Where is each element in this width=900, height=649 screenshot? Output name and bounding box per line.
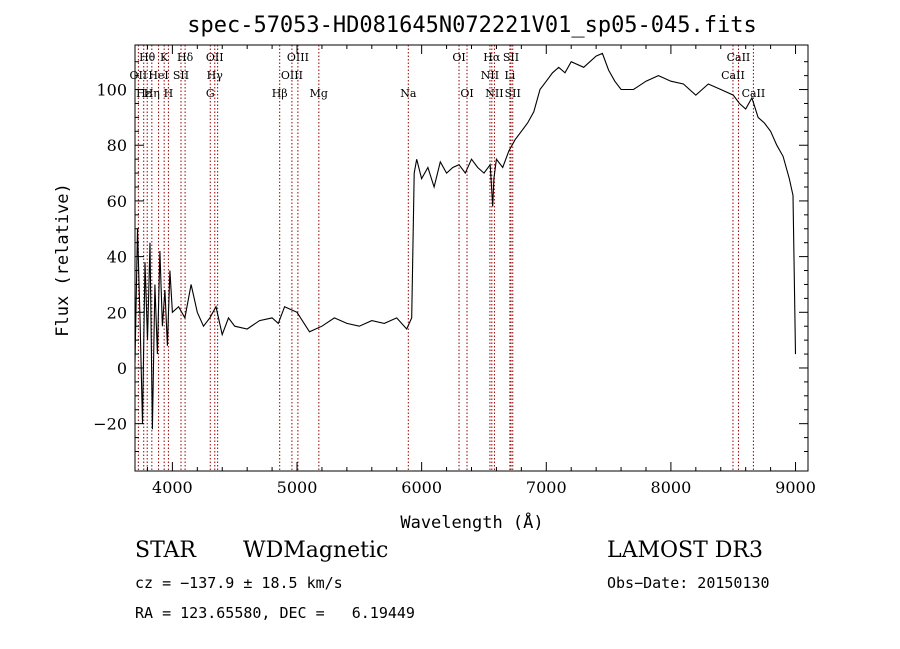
x-tick-label: 9000 [775, 478, 816, 497]
x-tick-label: 6000 [401, 478, 442, 497]
y-tick-label: 0 [117, 359, 127, 378]
x-tick-label: 7000 [526, 478, 567, 497]
survey-label: LAMOST DR3 [607, 538, 763, 563]
plot-frame [134, 44, 809, 472]
obs-date-text: Obs−Date: 20150130 [607, 574, 770, 592]
line-annotation: CaII [727, 51, 751, 64]
line-annotation: NII [481, 69, 499, 82]
line-annotation: OII [130, 69, 148, 82]
line-annotation: H [164, 87, 174, 100]
y-axis-label: Flux (relative) [53, 183, 73, 337]
line-annotation: OII [206, 51, 224, 64]
spectrum-line [134, 52, 797, 430]
line-annotation: OIII [281, 69, 303, 82]
x-tick-label: 5000 [277, 478, 318, 497]
line-annotation: G [206, 87, 215, 100]
line-annotation: Hγ [207, 69, 224, 82]
x-tick-label: 8000 [651, 478, 692, 497]
line-annotation: Hδ [177, 51, 194, 64]
line-annotation: Hη [144, 87, 160, 100]
y-tick-label: 80 [107, 136, 127, 155]
spectrum-chart: 4000 5000 6000 7000 8000 9000−20020406080100 … [53, 13, 816, 533]
redshift-text: cz = −137.9 ± 18.5 km/s [135, 574, 343, 592]
line-annotation: OI [460, 87, 473, 100]
class-label: STAR [135, 538, 196, 563]
y-tick-label: 20 [107, 303, 127, 322]
axis-ticks: 4000 5000 6000 7000 8000 9000 −20 0 20 40 60 80 100 [93, 45, 816, 497]
y-tick-label: 100 [96, 81, 127, 100]
line-annotation: OI [452, 51, 465, 64]
y-tick-label: 60 [107, 192, 127, 211]
y-tick-label: −20 [93, 415, 127, 434]
line-markers [137, 45, 754, 471]
line-annotation: Mg [310, 87, 328, 100]
line-annotation: CaII [742, 87, 766, 100]
line-annotation: Hθ [139, 51, 156, 64]
y-tick-label: 40 [107, 248, 127, 267]
line-annotation: HeI [148, 69, 168, 82]
line-annotation: SII [503, 51, 519, 64]
line-annotation: Li [504, 69, 515, 82]
line-annotation: CaII [721, 69, 745, 82]
line-annotation: Na [400, 87, 417, 100]
line-annotation: Hα [483, 51, 501, 64]
line-annotation: NII [485, 87, 503, 100]
x-tick-label: 4000 [152, 478, 193, 497]
line-annotation: K [160, 51, 169, 64]
line-annotation: OIII [287, 51, 309, 64]
line-annotation: SII [173, 69, 189, 82]
line-annotation: Hε [136, 87, 152, 100]
chart-title: spec-57053-HD081645N072221V01_sp05-045.f… [187, 13, 757, 38]
line-annotation: SII [505, 87, 521, 100]
x-axis-label: Wavelength (Å) [400, 511, 543, 533]
coordinates-text: RA = 123.65580, DEC = 6.19449 [135, 604, 415, 622]
subclass-label: WDMagnetic [243, 538, 389, 563]
line-annotation: Hβ [272, 87, 288, 100]
